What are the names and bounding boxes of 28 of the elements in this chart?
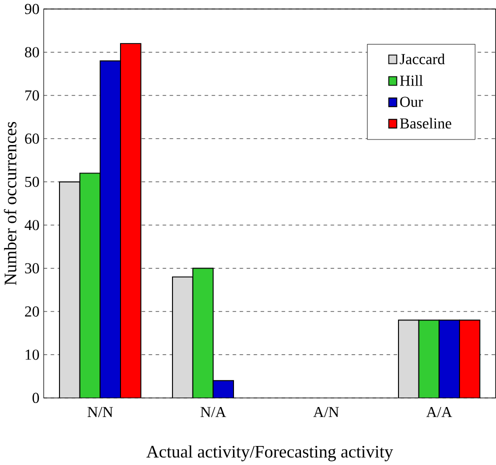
y-tick-label: 90 (24, 4, 39, 14)
bar (172, 276, 194, 398)
bar (459, 320, 480, 398)
y-tick-label: 0 (32, 392, 39, 403)
bar (418, 320, 440, 398)
y-tick-label: 40 (24, 220, 39, 230)
legend-label: Hill (400, 75, 423, 86)
y-tick-label: 20 (25, 306, 39, 317)
legend-label: Baseline (400, 118, 452, 128)
bar (192, 268, 214, 398)
legend-label: Our (400, 96, 423, 107)
y-tick-label: 80 (24, 47, 39, 58)
bar (59, 181, 80, 398)
y-tick-label: 30 (25, 263, 39, 274)
bar (120, 43, 142, 398)
y-tick-label: 50 (25, 176, 39, 187)
legend-label: Jaccard (400, 54, 445, 64)
x-tick-label: N/A (200, 406, 226, 418)
x-axis-title: Actual activity/Forecasting activity (146, 445, 394, 462)
x-tick-label: A/A (426, 406, 452, 418)
y-tick-label: 60 (25, 133, 39, 144)
x-tick-label: A/N (313, 406, 339, 418)
bar (79, 172, 101, 398)
y-tick-label: 10 (26, 350, 39, 360)
y-axis-title: Number of occurrences (4, 122, 16, 285)
x-tick-label: N/N (88, 406, 113, 418)
y-tick-label: 70 (25, 90, 39, 100)
bar (398, 320, 420, 398)
